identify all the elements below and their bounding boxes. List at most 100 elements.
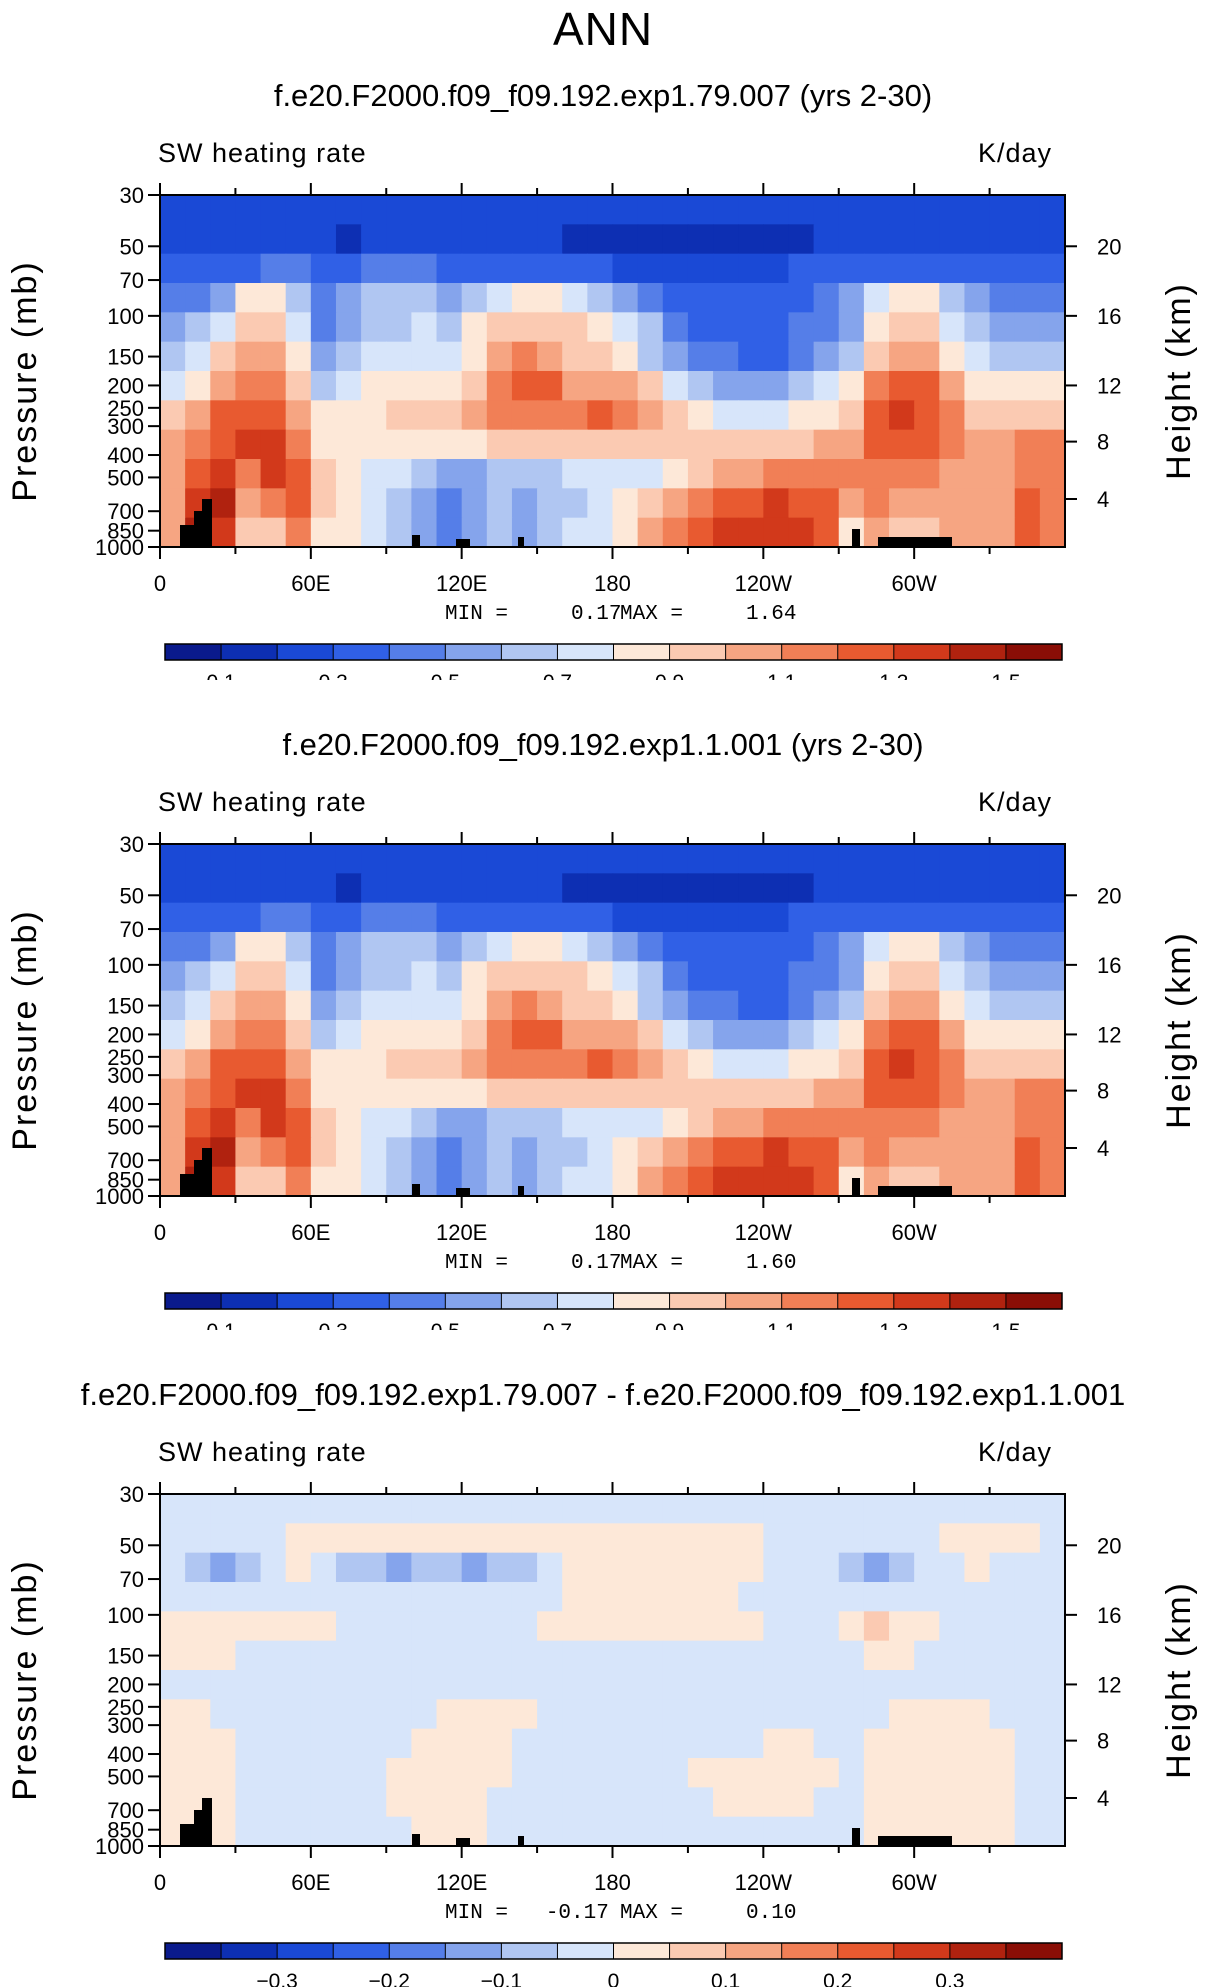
heatmap-cell — [1014, 990, 1041, 1021]
heatmap-cell — [562, 1523, 588, 1554]
heatmap-cell — [210, 312, 237, 343]
heatmap-cell — [185, 1758, 211, 1788]
heatmap-cell — [210, 195, 237, 225]
heatmap-cell — [486, 1611, 513, 1642]
heatmap-cell — [889, 1020, 915, 1050]
heatmap-cell — [637, 1611, 664, 1642]
heatmap-cell — [260, 961, 287, 992]
heatmap-cell — [838, 1640, 865, 1671]
heatmap-cell — [411, 283, 438, 313]
heatmap-cell — [612, 1552, 639, 1583]
x-tick-label: 120E — [436, 571, 487, 596]
heatmap-cell — [1014, 1787, 1041, 1818]
heatmap-cell — [612, 1166, 639, 1197]
heatmap-cell — [939, 873, 966, 904]
heatmap-cell — [386, 312, 412, 343]
heatmap-cell — [260, 1523, 287, 1554]
heatmap-cell — [386, 195, 412, 225]
heatmap-cell — [813, 1049, 840, 1080]
heatmap-cell — [310, 1523, 337, 1554]
heatmap-cell — [310, 429, 337, 460]
heatmap-cell — [310, 400, 337, 431]
heatmap-cell — [587, 1552, 614, 1583]
heatmap-cell — [1014, 224, 1041, 255]
heatmap-cell — [486, 1670, 513, 1700]
heatmap-cell — [511, 1552, 538, 1583]
heatmap-cell — [160, 1699, 186, 1730]
heatmap-cell — [964, 253, 991, 284]
heatmap-cell — [863, 253, 890, 284]
colorbar-swatch — [837, 644, 895, 660]
heatmap-cell — [662, 1787, 689, 1818]
heatmap-cell — [1014, 1582, 1041, 1612]
heatmap-cell — [310, 1020, 337, 1050]
heatmap-cell — [1039, 1078, 1066, 1109]
heatmap-cell — [562, 990, 588, 1021]
heatmap-cell — [361, 429, 387, 460]
heatmap-cell — [260, 1137, 287, 1168]
heatmap-cell — [486, 873, 513, 904]
heatmap-cell — [361, 1166, 387, 1197]
heatmap-cell — [713, 1816, 739, 1847]
heatmap-cell — [260, 1166, 287, 1197]
page-title: ANN — [552, 3, 654, 55]
heatmap-cell — [713, 1670, 739, 1700]
heatmap-cell — [863, 1787, 890, 1818]
heatmap-cell — [989, 371, 1016, 401]
y-tick-label: 700 — [107, 1148, 144, 1173]
heatmap-cell — [235, 1699, 262, 1730]
panel-3-units: K/day — [978, 1437, 1053, 1467]
heatmap-cell — [863, 224, 890, 255]
heatmap-cell — [210, 1108, 237, 1138]
heatmap-cell — [335, 1670, 362, 1700]
heatmap-cell — [914, 224, 940, 255]
heatmap-cell — [813, 1758, 840, 1788]
colorbar-swatch — [221, 1943, 278, 1959]
heatmap-cell — [964, 902, 991, 933]
colorbar-swatch — [669, 644, 727, 660]
heatmap-cell — [939, 224, 966, 255]
colorbar-swatch — [501, 644, 558, 660]
heatmap-cell — [511, 932, 538, 962]
heatmap-cell — [436, 400, 463, 431]
heatmap-cell — [838, 253, 865, 284]
heatmap-cell — [813, 844, 840, 874]
heatmap-cell — [989, 844, 1016, 874]
heatmap-cell — [260, 1020, 287, 1050]
heatmap-cell — [662, 459, 689, 489]
heatmap-cell — [687, 488, 714, 519]
heatmap-cell — [361, 253, 387, 284]
heatmap-cell — [687, 1166, 714, 1197]
heatmap-cell — [662, 488, 689, 519]
heatmap-cell — [587, 195, 614, 225]
heatmap-cell — [386, 1078, 412, 1109]
heatmap-cell — [637, 312, 664, 343]
heatmap-cell — [1014, 1699, 1041, 1730]
heatmap-cell — [964, 283, 991, 313]
y-tick-label: 850 — [107, 1818, 144, 1843]
heatmap-cell — [889, 1049, 915, 1080]
heatmap-cell — [361, 1494, 387, 1524]
heatmap-cell — [763, 312, 790, 343]
heatmap-cell — [914, 1049, 940, 1080]
heatmap-cell — [713, 1020, 739, 1050]
heatmap-cell — [260, 932, 287, 962]
heatmap-cell — [511, 1078, 538, 1109]
heatmap-cell — [260, 1670, 287, 1700]
heatmap-cell — [260, 341, 287, 372]
heatmap-cell — [889, 1640, 915, 1671]
heatmap-cell — [1014, 902, 1041, 933]
heatmap-cell — [285, 873, 312, 904]
heatmap-cell — [486, 844, 513, 874]
heatmap-cell — [310, 990, 337, 1021]
heatmap-cell — [738, 961, 764, 992]
heatmap-cell — [587, 283, 614, 313]
heatmap-cell — [562, 195, 588, 225]
heatmap-cell — [964, 1758, 991, 1788]
heatmap-cell — [235, 844, 262, 874]
heatmap-cell — [587, 1611, 614, 1642]
heatmap-cell — [285, 1108, 312, 1138]
heatmap-cell — [637, 371, 664, 401]
colorbar-swatch — [837, 1293, 895, 1309]
heatmap-cell — [662, 517, 689, 548]
